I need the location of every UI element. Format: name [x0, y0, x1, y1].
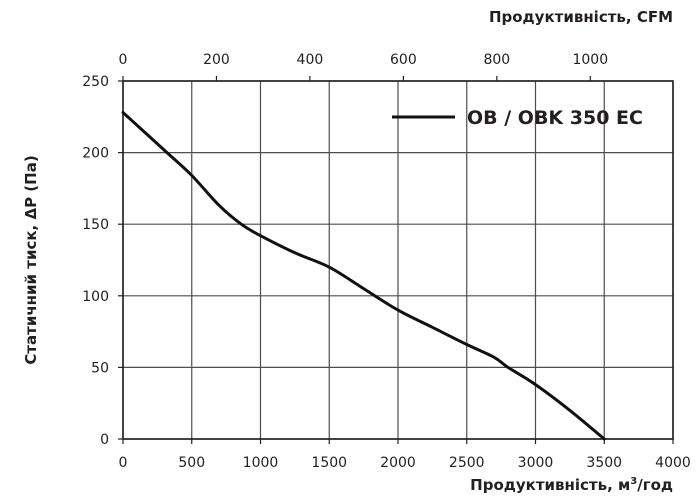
x-tick-label: 3500 — [586, 455, 622, 471]
x-tick-label: 2500 — [449, 455, 485, 471]
axis-ticks — [118, 76, 674, 444]
grid-lines — [122, 80, 674, 440]
y-tick-label: 50 — [91, 360, 109, 376]
top-tick-label: 600 — [390, 52, 417, 68]
top-axis-title: Продуктивність, CFM — [489, 8, 673, 26]
top-tick-label: 400 — [297, 52, 324, 68]
y-tick-label: 100 — [82, 289, 109, 305]
x-tick-label: 1000 — [243, 455, 279, 471]
x-tick-label: 4000 — [655, 455, 691, 471]
x-tick-label: 0 — [119, 455, 128, 471]
bottom-axis-title: Продуктивність, м3/год — [470, 476, 673, 494]
top-tick-label: 1000 — [572, 52, 608, 68]
y-axis-tick-labels: 0 50 100 150 200 250 — [82, 74, 109, 448]
bottom-axis-title-tail: /год — [637, 476, 673, 494]
top-tick-label: 800 — [483, 52, 510, 68]
y-tick-label: 200 — [82, 146, 109, 162]
x-tick-label: 2000 — [380, 455, 416, 471]
y-tick-label: 150 — [82, 217, 109, 233]
y-tick-label: 0 — [100, 432, 109, 448]
top-tick-label: 200 — [203, 52, 230, 68]
y-axis-title: Статичний тиск, ΔP (Па) — [22, 155, 40, 364]
series-line-ob-obk-350-ec — [121, 111, 606, 441]
bottom-axis-title-sup: 3 — [630, 476, 637, 487]
x-tick-label: 500 — [178, 455, 205, 471]
x-tick-label: 1500 — [311, 455, 347, 471]
bottom-axis-title-main: Продуктивність, м — [470, 476, 630, 494]
legend-label: OB / OBK 350 EC — [467, 107, 643, 129]
top-axis-tick-labels: 0 200 400 600 800 1000 — [119, 52, 609, 68]
top-tick-label: 0 — [119, 52, 128, 68]
legend: OB / OBK 350 EC — [392, 107, 643, 129]
x-axis-tick-labels: 0 500 1000 1500 2000 2500 3000 3500 4000 — [119, 455, 691, 471]
x-tick-label: 3000 — [518, 455, 554, 471]
y-tick-label: 250 — [82, 74, 109, 90]
